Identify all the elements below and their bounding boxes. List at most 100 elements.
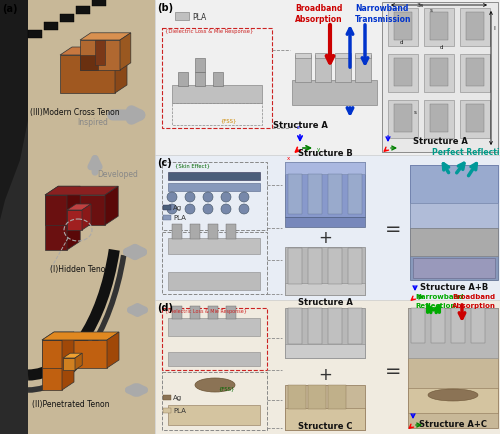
Bar — [163, 408, 171, 413]
Bar — [195, 58, 205, 72]
Text: (I)Hidden Tenon: (I)Hidden Tenon — [50, 265, 110, 274]
Bar — [208, 306, 218, 319]
Bar — [328, 174, 342, 214]
Bar — [355, 53, 371, 58]
Polygon shape — [63, 353, 82, 358]
Bar — [292, 80, 377, 105]
Bar — [430, 58, 448, 86]
Text: Structure A+C: Structure A+C — [419, 420, 487, 429]
Bar — [195, 72, 205, 86]
Bar — [285, 283, 365, 295]
Bar — [162, 28, 272, 128]
Text: =: = — [385, 220, 401, 240]
Text: Broadband: Broadband — [452, 294, 495, 300]
Bar — [424, 100, 454, 138]
Bar — [348, 248, 362, 284]
Bar — [394, 58, 412, 86]
Bar — [168, 272, 260, 290]
Bar — [382, 2, 498, 152]
Polygon shape — [45, 195, 105, 225]
Text: Absorption: Absorption — [452, 303, 496, 309]
Bar — [431, 308, 445, 343]
Text: (b): (b) — [157, 3, 173, 13]
Bar — [288, 174, 302, 214]
Circle shape — [203, 204, 213, 214]
Bar — [335, 55, 351, 82]
Bar — [60, 14, 74, 22]
Bar — [226, 224, 236, 239]
Bar — [168, 172, 260, 180]
Bar — [355, 55, 371, 82]
Bar — [413, 258, 495, 278]
Text: Narrowband: Narrowband — [415, 294, 464, 300]
Circle shape — [185, 204, 195, 214]
Text: x: x — [287, 156, 290, 161]
Ellipse shape — [195, 378, 235, 392]
Bar — [175, 12, 189, 20]
Polygon shape — [63, 358, 75, 370]
Polygon shape — [60, 47, 127, 55]
Bar — [410, 228, 498, 256]
Bar — [410, 203, 498, 228]
Text: Perfect Reflection: Perfect Reflection — [432, 148, 500, 157]
Bar — [410, 165, 498, 203]
Bar — [285, 408, 365, 430]
Bar — [285, 217, 365, 227]
Bar — [285, 344, 365, 358]
Text: (III)Modern Cross Tenon: (III)Modern Cross Tenon — [30, 108, 120, 117]
Text: Absorption: Absorption — [295, 15, 343, 24]
Polygon shape — [105, 186, 118, 225]
Text: {FSS}: {FSS} — [220, 118, 236, 123]
Bar — [424, 8, 454, 46]
Text: Broadband: Broadband — [295, 4, 343, 13]
Text: {Dielectric Loss & Mie Response}: {Dielectric Loss & Mie Response} — [165, 309, 247, 314]
Bar — [190, 306, 200, 319]
Text: Structure A: Structure A — [272, 121, 328, 130]
Bar — [0, 0, 28, 434]
Bar — [155, 0, 500, 155]
Text: (d): (d) — [157, 303, 173, 313]
Bar — [172, 103, 262, 125]
Text: PLA: PLA — [173, 215, 186, 221]
Bar — [288, 248, 302, 284]
Bar — [394, 104, 412, 132]
Bar — [430, 104, 448, 132]
Bar — [308, 385, 326, 409]
Polygon shape — [120, 33, 131, 70]
Bar — [315, 55, 331, 82]
Bar — [466, 58, 484, 86]
Text: Transmission: Transmission — [355, 15, 412, 24]
Polygon shape — [45, 195, 67, 250]
Bar — [80, 55, 98, 70]
Bar — [308, 174, 322, 214]
Text: {Skin Effect}: {Skin Effect} — [175, 163, 210, 168]
Bar — [295, 55, 311, 82]
Bar — [285, 385, 365, 430]
Text: y: y — [317, 147, 320, 151]
Text: {FSS}: {FSS} — [218, 386, 234, 391]
Text: Structure A: Structure A — [298, 298, 352, 307]
Bar — [408, 308, 498, 428]
Bar — [471, 308, 485, 343]
Polygon shape — [80, 40, 120, 70]
Bar — [162, 232, 267, 294]
Text: =: = — [385, 362, 401, 381]
Bar — [466, 12, 484, 40]
Bar — [0, 0, 155, 434]
Bar — [162, 372, 267, 430]
Text: (c): (c) — [157, 158, 172, 168]
Polygon shape — [45, 186, 80, 195]
Text: s: s — [430, 8, 433, 13]
Bar — [163, 215, 171, 220]
Text: {Dielectric Loss & Mie Response}: {Dielectric Loss & Mie Response} — [165, 29, 254, 34]
Circle shape — [221, 204, 231, 214]
Text: z: z — [296, 125, 300, 130]
Bar — [394, 12, 412, 40]
Polygon shape — [67, 186, 80, 250]
Bar — [168, 238, 260, 254]
Bar — [308, 248, 322, 284]
Text: 3s: 3s — [416, 3, 424, 8]
Text: Reflection: Reflection — [415, 303, 456, 309]
Bar — [0, 0, 155, 434]
Text: +: + — [318, 366, 332, 384]
